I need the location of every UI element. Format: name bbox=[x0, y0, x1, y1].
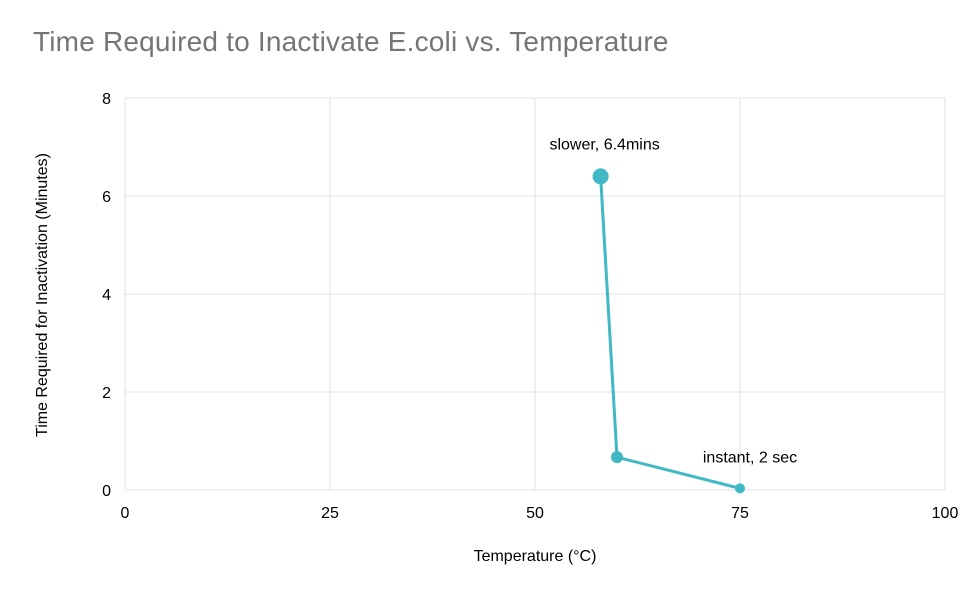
x-tick-label: 0 bbox=[121, 505, 130, 522]
y-tick-label: 4 bbox=[102, 287, 111, 304]
y-tick-label: 2 bbox=[102, 385, 111, 402]
x-axis-label: Temperature (°C) bbox=[473, 548, 597, 565]
data-point bbox=[735, 483, 745, 494]
data-point-annotation: instant, 2 sec bbox=[703, 449, 797, 466]
y-tick-label: 6 bbox=[102, 189, 111, 206]
data-point bbox=[611, 451, 623, 464]
x-tick-label: 100 bbox=[932, 505, 959, 522]
x-tick-label: 25 bbox=[321, 505, 339, 522]
data-point-annotation: slower, 6.4mins bbox=[549, 136, 659, 153]
y-tick-label: 8 bbox=[102, 91, 111, 108]
data-point bbox=[592, 168, 609, 185]
y-tick-label: 0 bbox=[102, 483, 111, 500]
series-line bbox=[599, 174, 742, 490]
chart-title: Time Required to Inactivate E.coli vs. T… bbox=[33, 26, 669, 57]
x-tick-label: 75 bbox=[731, 505, 749, 522]
x-tick-label: 50 bbox=[526, 505, 544, 522]
